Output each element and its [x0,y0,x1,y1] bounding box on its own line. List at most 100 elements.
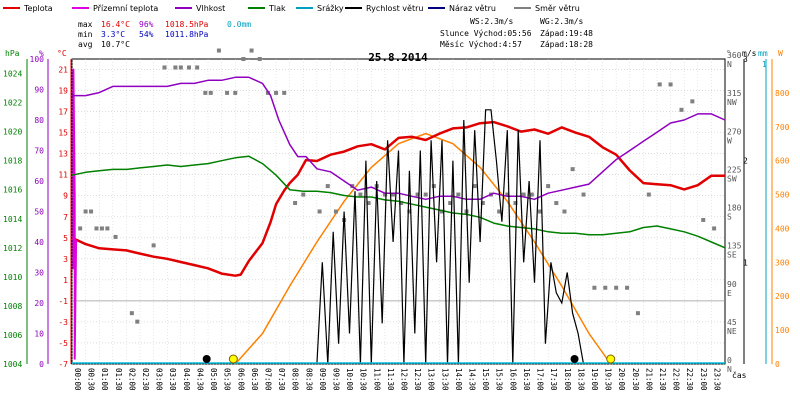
wind-direction-point [440,209,445,214]
w-tick: 200 [775,292,790,301]
x-tick: 06:30 [250,368,259,391]
x-tick: 21:30 [658,368,667,391]
series-line-tlak [71,155,726,249]
stat-sun-rise: Slunce Východ:05:56 [440,29,532,38]
x-tick: 03:00 [155,368,164,391]
wind-direction-point [216,48,221,53]
ms-tick: 2 [743,157,748,166]
x-tick: 08:30 [304,368,313,391]
ms-tick: 1 [743,258,748,267]
wind-direction-point [186,65,191,70]
ms-axis-title: m/s [742,49,757,58]
hpa-tick: 1010 [3,273,22,282]
x-tick: 00:00 [73,368,82,391]
hpa-tick: 1016 [3,186,22,195]
x-tick: 03:30 [168,368,177,391]
x-tick: 23:30 [712,368,721,391]
stat-moon-set: Západ:18:28 [540,40,593,49]
x-axis: 00:00 00:30 01:00 01:30 02:00 02:30 03:00 03:30… [73,368,747,391]
x-tick: 16:30 [522,368,531,391]
w-tick: 500 [775,191,790,200]
x-tick: 14:00 [454,368,463,391]
x-tick: 19:30 [604,368,613,391]
stat-wg: WG:2.3m/s [540,17,584,26]
wind-direction-point [407,209,412,214]
wind-direction-point [415,192,420,197]
wind-direction-point [431,184,436,189]
x-tick: 02:30 [141,368,150,391]
stat-avg-temp: 10.7°C [101,40,130,49]
wind-direction-point [456,192,461,197]
pct-tick: 20 [34,299,44,308]
wind-direction-point [399,201,404,206]
x-tick: 22:00 [672,368,681,391]
pct-tick: 30 [34,269,44,278]
x-tick: 01:30 [114,368,123,391]
wind-direction-point [423,192,428,197]
wind-direction-point [529,192,534,197]
wind-direction-series [78,48,717,324]
wind-direction-point [241,57,246,61]
wind-direction-point [657,82,662,87]
wind-direction-point [635,311,640,316]
x-tick: 10:00 [345,368,354,391]
x-tick: 02:00 [127,368,136,391]
w-axis-title: W [778,49,783,58]
temp-tick: 7 [63,213,68,222]
x-tick: 17:00 [536,368,545,391]
x-tick: 06:00 [236,368,245,391]
x-tick: 16:00 [508,368,517,391]
x-tick: 20:00 [617,368,626,391]
temp-tick: 3 [63,255,68,264]
stats: max 16.4°C 96% 1018.5hPa 0.0mm min 3.3°C 54% 101… [78,17,593,49]
legend-label: Přízemní teplota [93,4,158,13]
dir-tick-value: 225 [727,165,742,174]
wind-direction-point [570,167,575,172]
wind-direction-point [162,65,167,70]
w-tick: 300 [775,258,790,267]
dir-tick-value: 45 [727,318,737,327]
wind-direction-point [603,285,608,290]
stat-min-label: min [78,30,93,39]
hpa-tick: 1008 [3,302,22,311]
hpa-tick: 1006 [3,331,22,340]
wind-direction-point [668,82,673,87]
x-tick: 12:30 [413,368,422,391]
x-tick: 04:30 [195,368,204,391]
wind-direction-point [448,201,453,206]
wind-direction-point [203,90,208,95]
wind-direction-point [225,90,230,95]
moonset-marker [570,355,579,363]
dir-tick-label: N [727,365,732,374]
temp-tick: -7 [58,360,68,369]
wind-direction-point [317,209,322,214]
left-axes: hPa% °C1004100610081010101210141016101810… [3,49,72,369]
hpa-tick: 1004 [3,360,22,369]
legend-label: Rychlost větru [366,4,423,13]
legend-label: Směr větru [535,4,580,13]
x-tick: 05:30 [223,368,232,391]
wind-direction-point [257,57,262,61]
wind-direction-point [646,192,651,197]
wind-direction-point [274,90,279,95]
temp-tick: 9 [63,192,68,201]
pct-tick: 80 [34,116,44,125]
wind-direction-point [472,184,477,189]
dir-tick-value: 315 [727,89,742,98]
stat-sun-set: Západ:19:48 [540,29,593,38]
wind-direction-point [592,285,597,290]
pct-tick: 100 [30,55,45,64]
wind-direction-point [391,192,396,197]
plot-frame [71,58,726,365]
x-tick: 17:30 [549,368,558,391]
wind-direction-point [382,192,387,197]
stat-max-temp: 16.4°C [101,20,130,29]
x-tick: 19:00 [590,368,599,391]
stat-max-hum: 96% [139,20,154,29]
x-tick: 12:00 [400,368,409,391]
dir-axis-title: ° [726,49,731,58]
wind-direction-point [690,99,695,104]
temp-tick: 5 [63,234,68,243]
wind-direction-point [99,226,104,231]
